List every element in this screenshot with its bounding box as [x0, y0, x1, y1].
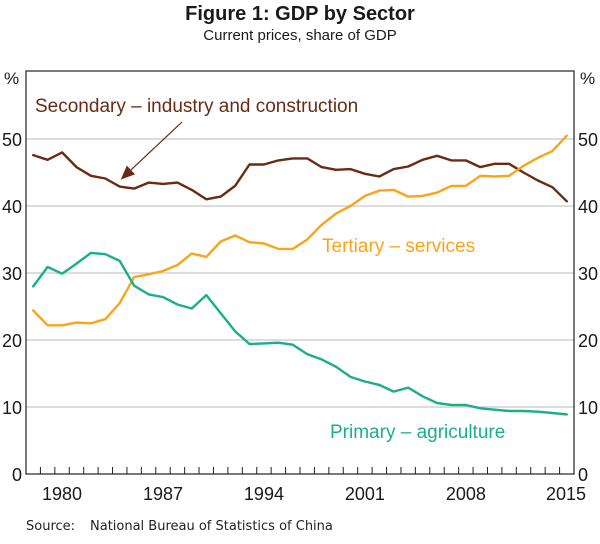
x-tick-label: 2015 [546, 484, 586, 504]
y-tick-label-right: 30 [578, 264, 598, 284]
y-axis-unit-left: % [4, 69, 19, 88]
y-tick-label-left: 20 [2, 331, 22, 351]
x-tick-label: 1987 [143, 484, 183, 504]
annotation-arrow-line [130, 121, 183, 171]
x-tick-label: 1980 [42, 484, 82, 504]
y-tick-label-left: 40 [2, 197, 22, 217]
annotation-secondary: Secondary – industry and construction [35, 96, 358, 117]
y-tick-label-right: 50 [578, 130, 598, 150]
y-axis-unit-right: % [580, 69, 595, 88]
source-text: National Bureau of Statistics of China [90, 519, 333, 534]
source-label: Source: [26, 519, 76, 534]
annotation-arrow-head-icon [120, 165, 136, 180]
y-tick-label-right: 20 [578, 331, 598, 351]
y-tick-label-left: 0 [12, 465, 22, 485]
annotation-tertiary: Tertiary – services [322, 236, 475, 257]
chart-title: Figure 1: GDP by Sector [185, 3, 415, 25]
y-tick-label-left: 30 [2, 264, 22, 284]
chart-subtitle: Current prices, share of GDP [203, 27, 397, 44]
y-tick-label-left: 10 [2, 398, 22, 418]
y-tick-label-right: 10 [578, 398, 598, 418]
series-line-tertiary [32, 134, 568, 327]
x-tick-label: 1994 [244, 484, 284, 504]
x-tick-label: 2001 [345, 484, 385, 504]
series-line-primary [32, 251, 568, 416]
x-tick-label: 2008 [446, 484, 486, 504]
source-note: Source: National Bureau of Statistics of … [26, 519, 333, 534]
series-line-secondary [32, 151, 568, 203]
annotation-primary: Primary – agriculture [330, 422, 505, 443]
y-tick-label-right: 0 [578, 465, 588, 485]
y-tick-label-left: 50 [2, 130, 22, 150]
y-tick-label-right: 40 [578, 197, 598, 217]
